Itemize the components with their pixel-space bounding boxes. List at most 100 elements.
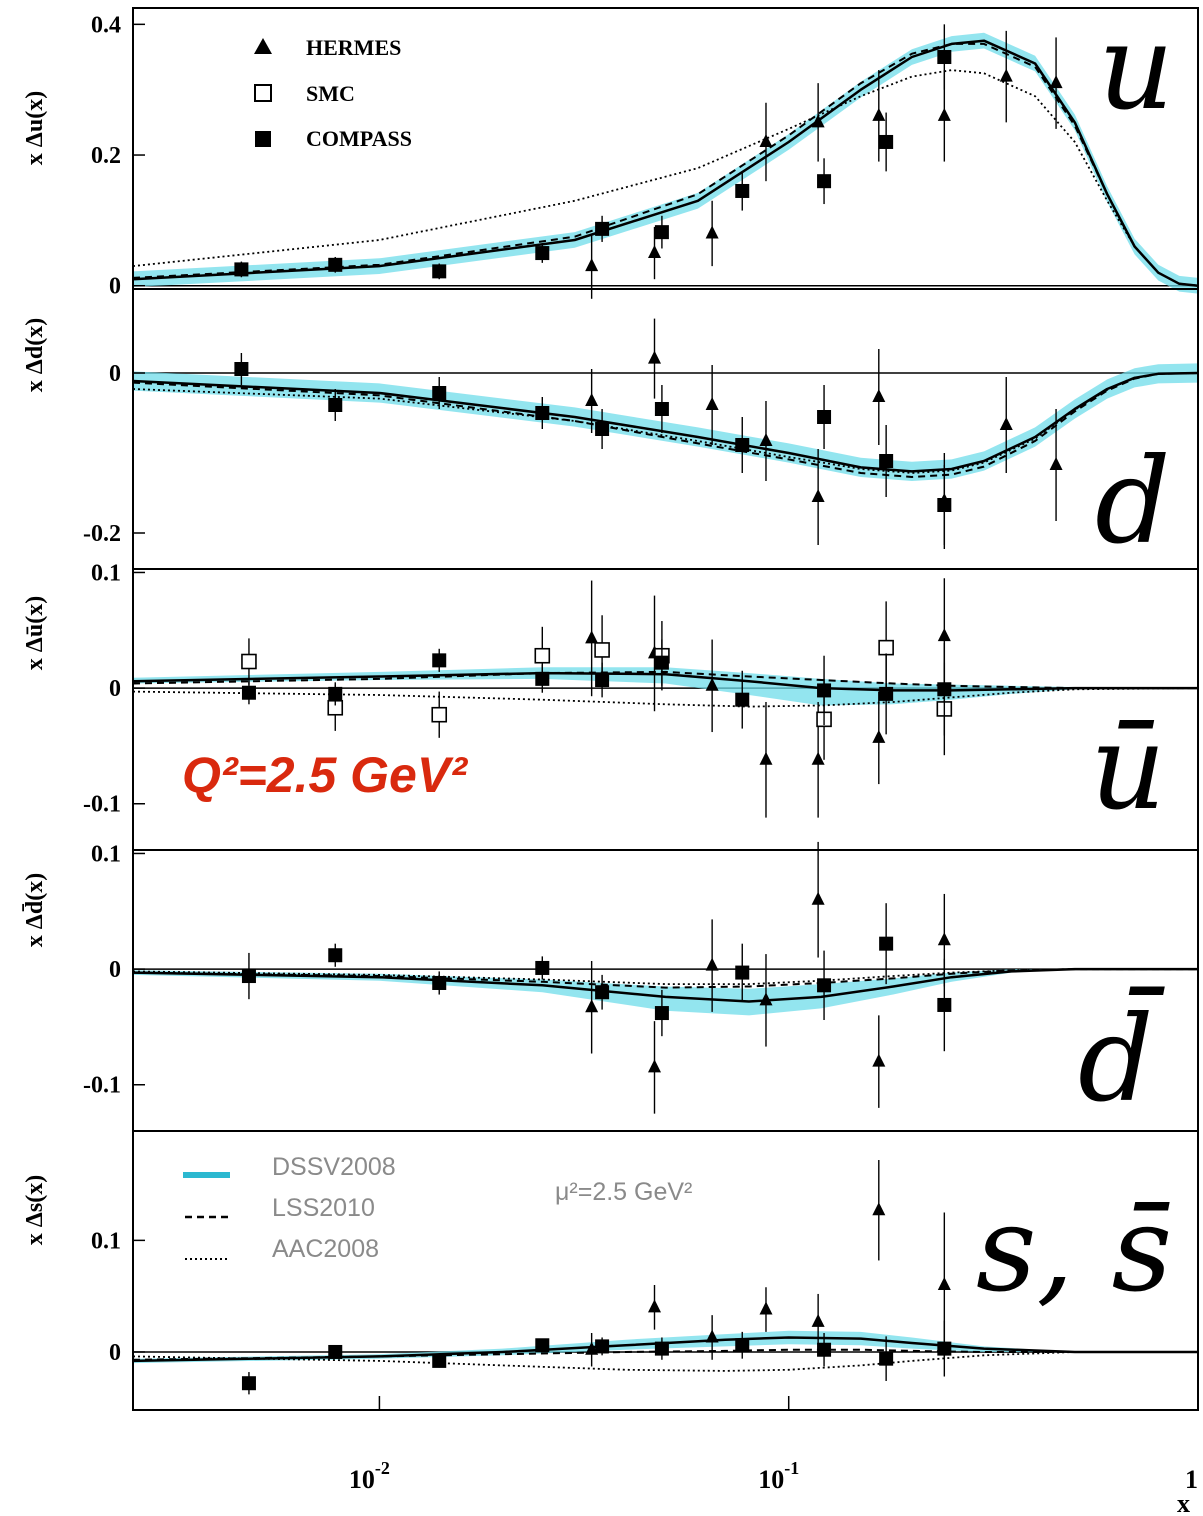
hermes-point (1049, 75, 1063, 89)
hermes-point (648, 1299, 662, 1313)
hermes-point (759, 133, 773, 147)
compass-point (328, 948, 343, 963)
q2-label: Q²=2.5 GeV² (182, 747, 468, 803)
smc-point (241, 653, 257, 670)
dssv2008-curve (132, 1336, 1198, 1363)
lss2010-curve (132, 670, 1198, 690)
hermes-point (811, 1313, 825, 1327)
aac2008-curve (132, 968, 1198, 985)
hermes-point (937, 1277, 951, 1291)
hermes-point (759, 433, 773, 446)
y-axis-label: x Δd̄(x) (22, 873, 48, 947)
y-tick-label: -0.2 (83, 521, 121, 547)
compass-point (241, 969, 256, 984)
hermes-point (811, 751, 825, 765)
compass-point (535, 960, 550, 975)
hermes-point (759, 751, 773, 765)
compass-point (735, 438, 750, 452)
panel-s: 0.1 0 x Δs(x) s, s̄ (22, 1130, 1199, 1411)
y-axis-label: x Δū(x) (22, 596, 48, 670)
hermes-point (872, 1053, 886, 1067)
y-axis-label: x Δd(x) (22, 318, 48, 392)
dssv-band (133, 363, 1198, 481)
compass-point (432, 653, 447, 668)
legend-experiments: HERMES SMC COMPASS (254, 35, 412, 151)
hermes-point (705, 225, 719, 239)
compass-point (595, 673, 610, 688)
flavor-label: s, s̄ (976, 1180, 1172, 1318)
compass-point (879, 936, 894, 951)
hermes-point (872, 107, 886, 121)
compass-point (937, 50, 952, 65)
smc-point (878, 639, 894, 656)
hermes-legend-marker (254, 38, 272, 54)
hermes-point (648, 245, 662, 259)
compass-point (595, 422, 610, 436)
hermes-point (1049, 457, 1063, 470)
compass-point (735, 965, 750, 980)
flavor-label: d (1095, 432, 1171, 570)
compass-point (817, 174, 832, 189)
compass-point (937, 1341, 952, 1356)
aac2008-curve (132, 69, 1199, 287)
hermes-point (937, 932, 951, 946)
x-tick-label: 10-1 (758, 1458, 799, 1494)
smc-point (431, 706, 448, 723)
compass-legend-marker (255, 131, 271, 147)
hermes-point (999, 68, 1013, 82)
hermes-point (811, 114, 825, 128)
compass-point (937, 682, 952, 697)
compass-point (595, 221, 610, 236)
compass-point (234, 362, 249, 376)
compass-point (234, 262, 249, 277)
hermes-point (585, 1341, 599, 1355)
hermes-point (872, 389, 886, 402)
hermes-point (585, 258, 599, 272)
hermes-point (705, 677, 719, 691)
panel-d: 0 -0.2 x Δd(x) d (22, 288, 1199, 570)
compass-point (735, 1338, 750, 1353)
compass-point (879, 1351, 894, 1366)
hermes-point (811, 891, 825, 905)
hermes-point (705, 1329, 719, 1343)
smc-legend-label: SMC (306, 81, 355, 106)
lss2010-curve (132, 1348, 1198, 1361)
panel-frame (132, 568, 1199, 851)
lss-legend-label: LSS2010 (272, 1194, 375, 1222)
compass-point (937, 498, 952, 512)
x-tick-label: 10-2 (349, 1458, 390, 1494)
hermes-legend-label: HERMES (306, 35, 401, 60)
y-tick-label: 0.1 (91, 560, 121, 586)
aac2008-curve (132, 687, 1199, 708)
y-tick-label: 0 (109, 957, 121, 983)
hermes-point (585, 630, 599, 644)
compass-point (879, 134, 894, 149)
compass-point (432, 264, 447, 279)
compass-point (654, 1006, 669, 1021)
compass-point (432, 975, 447, 990)
compass-point (432, 386, 447, 400)
panel-dbar: 0.1 0 -0.1 x Δd̄(x) d̄ (22, 841, 1199, 1132)
flavor-label: d̄ (1078, 985, 1165, 1128)
hermes-point (999, 417, 1013, 430)
compass-point (654, 655, 669, 670)
y-tick-label: 0 (109, 274, 121, 300)
mu2-label: μ²=2.5 GeV² (555, 1178, 692, 1206)
compass-point (328, 398, 343, 412)
hermes-point (648, 350, 662, 364)
hermes-point (872, 729, 886, 743)
compass-point (735, 692, 750, 707)
compass-point (595, 985, 610, 1000)
compass-point (817, 683, 832, 698)
smc-legend-marker (254, 84, 272, 102)
smc-point (594, 642, 610, 658)
aac2008-curve (132, 372, 1199, 474)
compass-point (879, 686, 894, 701)
y-tick-label: 0 (109, 361, 121, 387)
flavor-label: u (1098, 0, 1174, 136)
flavor-label: ū (1090, 698, 1166, 836)
compass-point (654, 1341, 669, 1356)
lss2010-curve (132, 42, 1199, 287)
panel-u: 0.4 0.2 0 x Δu(x) u (22, 0, 1199, 300)
